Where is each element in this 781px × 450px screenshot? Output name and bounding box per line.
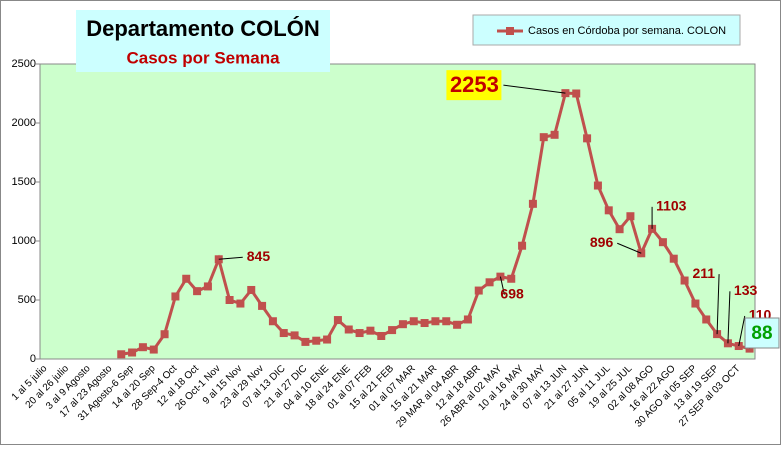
- data-point: [366, 326, 375, 335]
- data-point: [333, 316, 342, 325]
- data-point: [453, 320, 462, 329]
- y-tick-label: 2000: [12, 117, 36, 129]
- y-tick-label: 2500: [12, 58, 36, 70]
- data-point: [247, 285, 256, 294]
- data-point: [160, 330, 169, 339]
- data-label: 2253: [450, 72, 499, 97]
- data-point: [268, 317, 277, 326]
- data-point: [604, 206, 613, 215]
- data-point: [528, 199, 537, 208]
- data-label: 845: [247, 248, 271, 264]
- data-point: [377, 331, 386, 340]
- leader-line: [727, 291, 731, 344]
- data-point: [507, 274, 516, 283]
- leader-line: [218, 256, 243, 260]
- legend-marker: [506, 27, 514, 35]
- leader-line: [716, 274, 720, 335]
- data-point: [442, 317, 451, 326]
- y-tick-label: 1000: [12, 235, 36, 247]
- data-point: [474, 286, 483, 295]
- data-point: [344, 325, 353, 334]
- data-point: [323, 335, 332, 344]
- chart-subtitle: Casos por Semana: [126, 48, 280, 67]
- data-label: 896: [590, 234, 614, 250]
- data-point: [149, 345, 158, 354]
- title-box: [76, 10, 330, 72]
- data-point: [626, 212, 635, 221]
- data-label: 211: [692, 265, 715, 281]
- data-label-box: [446, 70, 502, 101]
- data-point: [583, 134, 592, 143]
- data-point: [518, 241, 527, 250]
- data-point: [463, 315, 472, 324]
- data-point: [138, 343, 147, 352]
- data-point: [193, 287, 202, 296]
- data-label: 1103: [656, 198, 687, 214]
- plot-area: [39, 63, 756, 360]
- data-point: [182, 274, 191, 283]
- data-point: [355, 329, 364, 338]
- data-point: [312, 336, 321, 345]
- leader-line: [503, 84, 566, 94]
- leader-line: [499, 276, 505, 295]
- leader-line: [617, 242, 642, 254]
- data-point: [388, 326, 397, 335]
- y-tick-label: 1500: [12, 176, 36, 188]
- leader-line: [738, 315, 746, 347]
- data-point: [117, 350, 126, 359]
- data-point: [615, 225, 624, 234]
- data-point: [225, 296, 234, 304]
- y-tick-label: 500: [18, 294, 36, 306]
- data-point: [485, 278, 494, 287]
- y-tick-label: 0: [30, 353, 36, 365]
- data-point: [258, 301, 267, 310]
- chart-title: Departamento COLÓN: [86, 16, 319, 41]
- data-point: [539, 133, 548, 142]
- data-point: [550, 130, 559, 139]
- legend-label: Casos en Córdoba por semana. COLON: [528, 25, 726, 37]
- data-point: [290, 331, 299, 340]
- data-point: [128, 348, 137, 357]
- data-point: [409, 317, 418, 326]
- data-label: 698: [500, 285, 524, 301]
- data-point: [203, 282, 212, 291]
- data-point: [669, 254, 678, 263]
- data-label-box: [744, 317, 780, 349]
- data-label: 133: [734, 282, 758, 298]
- data-point: [691, 299, 700, 308]
- data-point: [398, 320, 407, 329]
- data-point: [236, 299, 245, 308]
- data-point: [593, 181, 602, 190]
- data-point: [572, 89, 581, 98]
- data-point: [658, 238, 667, 247]
- data-point: [171, 292, 180, 301]
- data-point: [279, 329, 288, 338]
- data-point: [702, 315, 711, 324]
- data-point: [420, 319, 429, 328]
- data-label: 88: [751, 323, 772, 344]
- data-point: [680, 276, 689, 285]
- data-point: [431, 317, 440, 326]
- data-point: [301, 337, 310, 346]
